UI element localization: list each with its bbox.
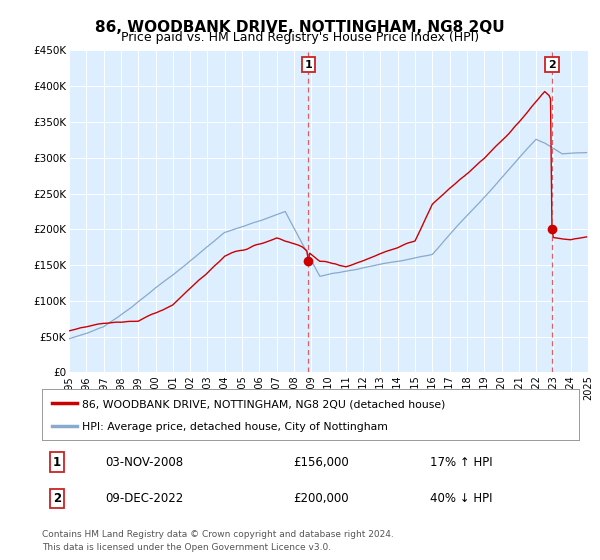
Text: 03-NOV-2008: 03-NOV-2008 [105, 456, 183, 469]
Text: Contains HM Land Registry data © Crown copyright and database right 2024.: Contains HM Land Registry data © Crown c… [42, 530, 394, 539]
Text: This data is licensed under the Open Government Licence v3.0.: This data is licensed under the Open Gov… [42, 543, 331, 552]
Text: Price paid vs. HM Land Registry's House Price Index (HPI): Price paid vs. HM Land Registry's House … [121, 31, 479, 44]
Text: 86, WOODBANK DRIVE, NOTTINGHAM, NG8 2QU (detached house): 86, WOODBANK DRIVE, NOTTINGHAM, NG8 2QU … [82, 399, 446, 409]
Text: 09-DEC-2022: 09-DEC-2022 [105, 492, 183, 505]
Text: 40% ↓ HPI: 40% ↓ HPI [430, 492, 492, 505]
Text: 2: 2 [548, 60, 556, 69]
Text: HPI: Average price, detached house, City of Nottingham: HPI: Average price, detached house, City… [82, 422, 388, 432]
Text: 86, WOODBANK DRIVE, NOTTINGHAM, NG8 2QU: 86, WOODBANK DRIVE, NOTTINGHAM, NG8 2QU [95, 20, 505, 35]
Text: 1: 1 [304, 60, 312, 69]
Text: £156,000: £156,000 [293, 456, 349, 469]
Text: 17% ↑ HPI: 17% ↑ HPI [430, 456, 492, 469]
Text: 1: 1 [53, 456, 61, 469]
Text: 2: 2 [53, 492, 61, 505]
Text: £200,000: £200,000 [293, 492, 349, 505]
